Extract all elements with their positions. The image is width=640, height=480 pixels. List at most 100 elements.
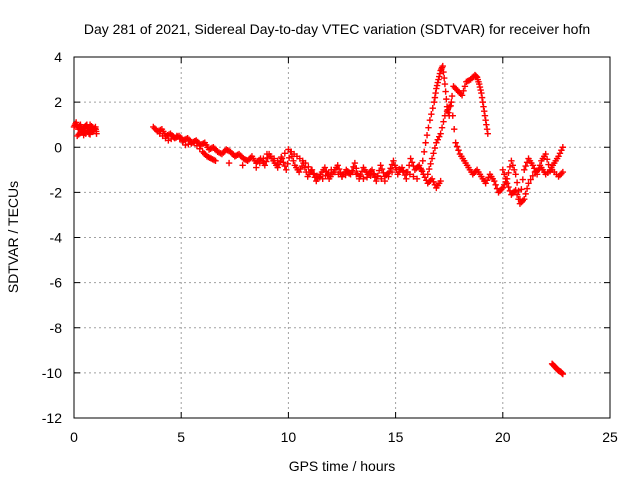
data-point-fill — [440, 118, 447, 125]
data-point-fill — [251, 157, 259, 164]
data-point-fill — [270, 155, 278, 162]
data-point — [351, 159, 359, 167]
data-point — [370, 171, 378, 178]
data-point — [381, 177, 389, 185]
data-point-fill — [183, 135, 190, 143]
data-point-fill — [208, 144, 216, 152]
data-point-fill — [388, 161, 396, 168]
data-point — [418, 166, 425, 174]
data-point-fill — [425, 165, 433, 173]
data-point — [274, 157, 281, 164]
data-point-fill — [505, 183, 512, 191]
data-point-fill — [472, 72, 479, 80]
data-point-fill — [429, 104, 436, 112]
y-tick-label: 4 — [54, 49, 62, 65]
data-point — [377, 162, 384, 169]
data-point — [433, 139, 440, 146]
data-point — [503, 180, 511, 187]
y-tick-label: -4 — [50, 230, 63, 246]
data-point-fill — [443, 95, 450, 103]
data-point-fill — [395, 165, 403, 173]
chart-title: Day 281 of 2021, Sidereal Day-to-day VTE… — [84, 21, 590, 37]
data-point — [499, 166, 506, 174]
data-point-fill — [423, 132, 431, 139]
data-point-fill — [541, 153, 548, 160]
data-point-fill — [460, 87, 467, 95]
data-point — [253, 164, 260, 171]
data-point-fill — [558, 370, 566, 377]
data-point — [349, 168, 356, 176]
y-tick-label: -6 — [50, 275, 63, 291]
data-point-fill — [256, 159, 264, 167]
data-point-fill — [420, 148, 428, 155]
data-point-fill — [294, 166, 301, 174]
data-point-fill — [345, 170, 353, 177]
data-point-fill — [527, 176, 534, 183]
data-point — [403, 168, 410, 176]
series-segment-3 — [156, 130, 421, 185]
data-point-fill — [522, 162, 529, 170]
x-tick-label: 15 — [388, 429, 404, 445]
data-point-fill — [553, 171, 560, 178]
data-point — [190, 139, 198, 146]
data-point-fill — [440, 74, 448, 82]
data-point-fill — [511, 166, 518, 174]
data-point-fill — [448, 92, 456, 100]
data-point-fill — [410, 173, 417, 180]
data-point-fill — [356, 173, 364, 180]
data-point-fill — [281, 150, 289, 157]
data-point-fill — [290, 157, 297, 164]
x-tick-label: 10 — [281, 429, 297, 445]
y-axis-label: SDTVAR / TECUs — [5, 181, 21, 293]
x-tick-label: 20 — [495, 429, 511, 445]
data-point-fill — [405, 162, 413, 169]
data-point-fill — [247, 154, 254, 161]
data-point-fill — [431, 144, 439, 152]
data-point-fill — [431, 181, 439, 189]
data-point-fill — [509, 162, 517, 169]
data-point-fill — [546, 168, 554, 175]
y-tick-label: -10 — [42, 365, 62, 381]
data-point-fill — [451, 126, 458, 133]
data-point — [392, 164, 399, 171]
data-point-fill — [536, 165, 543, 173]
data-point-fill — [483, 126, 491, 133]
data-point-fill — [179, 138, 186, 146]
x-tick-label: 25 — [602, 429, 618, 445]
data-point-fill — [176, 135, 183, 143]
data-point-fill — [463, 162, 471, 169]
data-point — [441, 80, 449, 88]
data-point-fill — [459, 155, 466, 162]
data-point — [403, 175, 410, 183]
data-point-fill — [162, 135, 169, 142]
data-point-fill — [438, 124, 446, 131]
data-point — [407, 155, 414, 162]
data-point-fill — [305, 163, 312, 171]
data-point-fill — [260, 155, 267, 162]
data-point-fill — [428, 110, 435, 118]
data-point-fill — [481, 177, 488, 185]
data-point-fill — [363, 168, 370, 176]
data-point-fill — [209, 156, 216, 163]
data-point-fill — [528, 159, 535, 167]
data-point-fill — [476, 171, 484, 178]
data-point-fill — [84, 127, 91, 134]
data-point-fill — [475, 78, 482, 86]
data-point-fill — [505, 169, 512, 177]
data-point — [435, 76, 442, 83]
data-point-fill — [481, 107, 488, 115]
series-segment-6 — [499, 164, 567, 207]
data-point-fill — [476, 83, 484, 91]
data-point-fill — [455, 147, 462, 154]
data-point-fill — [502, 175, 509, 183]
data-point — [452, 139, 459, 146]
series-segment-4 — [418, 62, 491, 174]
data-point-fill — [468, 168, 475, 176]
data-point-fill — [408, 159, 416, 166]
data-point — [437, 130, 444, 137]
data-point-fill — [478, 94, 486, 101]
data-point — [484, 130, 491, 137]
data-point-fill — [489, 175, 496, 183]
data-point-fill — [188, 140, 195, 147]
data-point-fill — [519, 176, 527, 183]
